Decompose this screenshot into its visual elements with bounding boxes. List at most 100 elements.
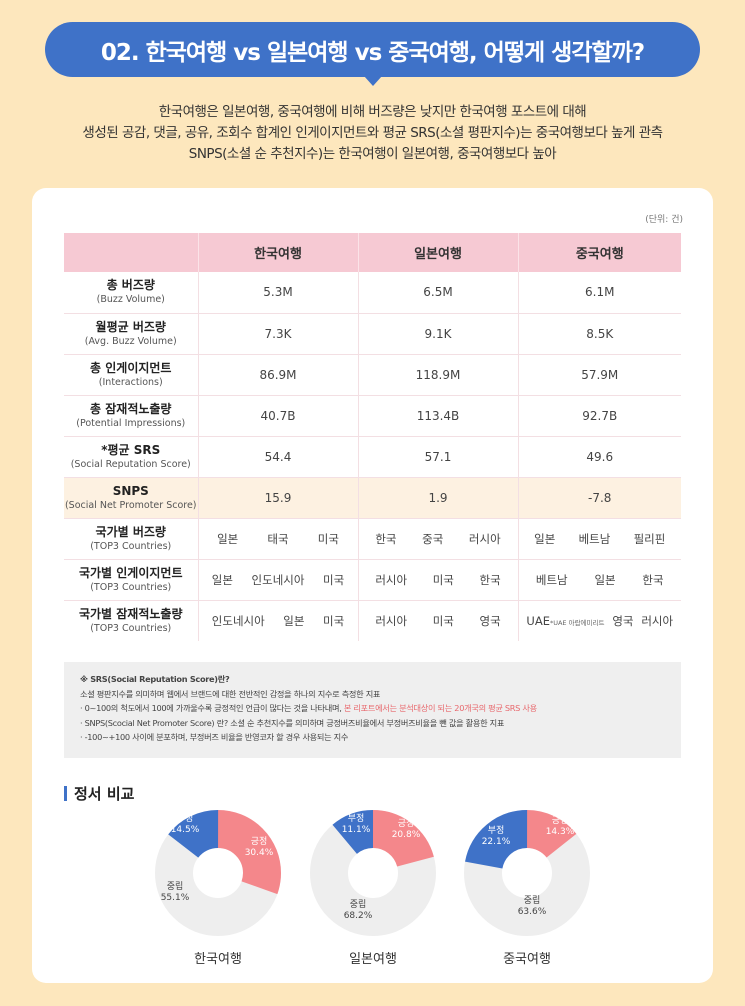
row-label-ko: *평균 SRS <box>101 442 161 457</box>
row-label-en: (TOP3 Countries) <box>90 540 172 552</box>
table-row-countries: 국가별 인게이지먼트 (TOP3 Countries) 일본 인도네시아 미국 러시아… <box>64 559 681 601</box>
cell-value: 1.9 <box>357 477 518 519</box>
row-label-en: (Avg. Buzz Volume) <box>84 335 177 347</box>
cell-value: 7.3K <box>197 313 358 355</box>
country: 러시아 <box>468 531 501 546</box>
donut-chart-china: 부정 22.1% 긍정 14.3% 중립 63.6% 중국여행 <box>462 808 592 968</box>
row-label-ko: 총 인게이지먼트 <box>90 360 172 375</box>
country: 중국 <box>422 531 444 546</box>
country: 일본 <box>594 572 616 587</box>
cell-countries: 일본 인도네시아 미국 <box>197 559 358 601</box>
sentiment-heading-text: 정서 비교 <box>74 785 135 803</box>
cell-value: 113.4B <box>357 395 518 437</box>
note-text: · 0~100의 척도에서 100에 가까울수록 긍정적인 언급이 많다는 것을… <box>80 703 344 713</box>
definition-note-box: ※ SRS(Social Reputation Score)란? 소셜 평판지수… <box>64 662 681 758</box>
country: 영국 <box>612 613 634 628</box>
country: 미국 <box>323 572 345 587</box>
label-neutral: 중립 68.2% <box>343 900 373 921</box>
country: 베트남 <box>578 531 611 546</box>
row-label-ko: 국가별 버즈량 <box>95 524 166 539</box>
row-label-en: (Buzz Volume) <box>96 294 165 306</box>
label-negative: 부정 22.1% <box>481 826 511 847</box>
row-label-ko: 월평균 버즈량 <box>95 319 166 334</box>
country: 베트남 <box>535 572 568 587</box>
donut-korea-svg <box>155 809 281 936</box>
country: 한국 <box>375 531 397 546</box>
row-label: 국가별 버즈량 (TOP3 Countries) <box>64 518 198 560</box>
label-positive: 긍정 14.3% <box>545 816 575 837</box>
country: 미국 <box>323 613 345 628</box>
country: 일본 <box>217 531 239 546</box>
label-positive: 긍정 30.4% <box>244 837 274 858</box>
sentiment-heading: 정서 비교 <box>64 783 134 804</box>
country: 러시아 <box>375 572 408 587</box>
header-blank <box>64 233 198 272</box>
table-row-countries: 국가별 버즈량 (TOP3 Countries) 일본 태국 미국 한국 중국 러시아 일… <box>64 518 681 560</box>
row-label-en: (Interactions) <box>98 376 163 388</box>
country: 미국 <box>317 531 339 546</box>
summary-text: 한국여행은 일본여행, 중국여행에 비해 버즈량은 낮지만 한국여행 포스트에 … <box>40 102 705 165</box>
country-uae: UAE*UAE 아랍에미리트 <box>526 614 604 628</box>
country: 한국 <box>479 572 501 587</box>
header-china: 중국여행 <box>517 233 681 272</box>
table-row-countries: 국가별 잠재적노출량 (TOP3 Countries) 인도네시아 일본 미국 러시아… <box>64 600 681 641</box>
cell-value: -7.8 <box>517 477 681 519</box>
row-label: SNPS (Social Net Promoter Score) <box>64 477 198 519</box>
label-positive: 긍정 20.8% <box>391 819 421 840</box>
cell-countries: UAE*UAE 아랍에미리트 영국 러시아 <box>517 600 681 641</box>
cell-value: 15.9 <box>197 477 358 519</box>
note-title: ※ SRS(Social Reputation Score)란? <box>80 674 230 684</box>
row-label: 총 잠재적노출량 (Potential Impressions) <box>64 395 198 437</box>
country: 러시아 <box>375 613 408 628</box>
row-label-en: (TOP3 Countries) <box>90 622 172 634</box>
cell-countries: 베트남 일본 한국 <box>517 559 681 601</box>
cell-value: 5.3M <box>197 272 358 314</box>
row-label-ko: 국가별 잠재적노출량 <box>78 606 183 621</box>
cell-value: 40.7B <box>197 395 358 437</box>
row-label-ko: 국가별 인게이지먼트 <box>78 565 183 580</box>
country: 일본 <box>534 531 556 546</box>
cell-countries: 일본 태국 미국 <box>197 518 358 560</box>
country: 필리핀 <box>633 531 666 546</box>
header-korea: 한국여행 <box>197 233 358 272</box>
row-label-en: (Potential Impressions) <box>76 417 186 429</box>
label-neutral: 중립 63.6% <box>517 896 547 917</box>
note-line: · 0~100의 척도에서 100에 가까울수록 긍정적인 언급이 많다는 것을… <box>80 701 665 716</box>
label-neutral: 중립 55.1% <box>160 882 190 903</box>
donut-caption: 일본여행 <box>349 952 397 967</box>
row-label-ko: 총 잠재적노출량 <box>90 401 172 416</box>
table-row-highlighted: SNPS (Social Net Promoter Score) 15.9 1.9… <box>64 477 681 519</box>
row-label: 국가별 잠재적노출량 (TOP3 Countries) <box>64 600 198 641</box>
banner-pointer <box>364 76 382 86</box>
table-row: 총 잠재적노출량 (Potential Impressions) 40.7B 11… <box>64 395 681 437</box>
cell-value: 6.1M <box>517 272 681 314</box>
country: 인도네시아 <box>251 572 305 587</box>
uae-footnote: *UAE 아랍에미리트 <box>549 618 605 627</box>
country: 일본 <box>283 613 305 628</box>
row-label: *평균 SRS (Social Reputation Score) <box>64 436 198 478</box>
country: 일본 <box>211 572 233 587</box>
unit-label: (단위: 건) <box>645 215 683 225</box>
donut-china-svg <box>464 810 590 937</box>
cell-countries: 인도네시아 일본 미국 <box>197 600 358 641</box>
row-label: 총 버즈량 (Buzz Volume) <box>64 272 198 314</box>
donut-caption: 중국여행 <box>503 952 551 967</box>
cell-countries: 일본 베트남 필리핀 <box>517 518 681 560</box>
row-label-en: (Social Net Promoter Score) <box>64 499 197 511</box>
table-row: 월평균 버즈량 (Avg. Buzz Volume) 7.3K 9.1K 8.5K <box>64 313 681 355</box>
section-title: 02. 한국여행 vs 일본여행 vs 중국여행, 어떻게 생각할까? <box>100 39 645 66</box>
content-card: (단위: 건) 한국여행 일본여행 중국여행 총 버즈량 (Buzz Volume… <box>32 188 713 983</box>
table-row: *평균 SRS (Social Reputation Score) 54.4 57… <box>64 436 681 478</box>
cell-value: 49.6 <box>517 436 681 478</box>
cell-value: 9.1K <box>357 313 518 355</box>
cell-countries: 한국 중국 러시아 <box>357 518 518 560</box>
donut-chart-japan: 부정 11.1% 긍정 20.8% 중립 68.2% 일본여행 <box>308 808 438 968</box>
cell-value: 57.9M <box>517 354 681 396</box>
note-line: · -100~+100 사이에 분포하며, 부정버즈 비율을 반영코자 할 경우… <box>80 732 349 742</box>
country: 러시아 <box>641 613 674 628</box>
cell-countries: 러시아 미국 한국 <box>357 559 518 601</box>
heading-bar-icon <box>64 786 67 801</box>
cell-value: 8.5K <box>517 313 681 355</box>
summary-line: SNPS(소셜 순 추천지수)는 한국여행이 일본여행, 중국여행보다 높아 <box>188 146 557 162</box>
row-label-ko: 총 버즈량 <box>106 278 155 293</box>
